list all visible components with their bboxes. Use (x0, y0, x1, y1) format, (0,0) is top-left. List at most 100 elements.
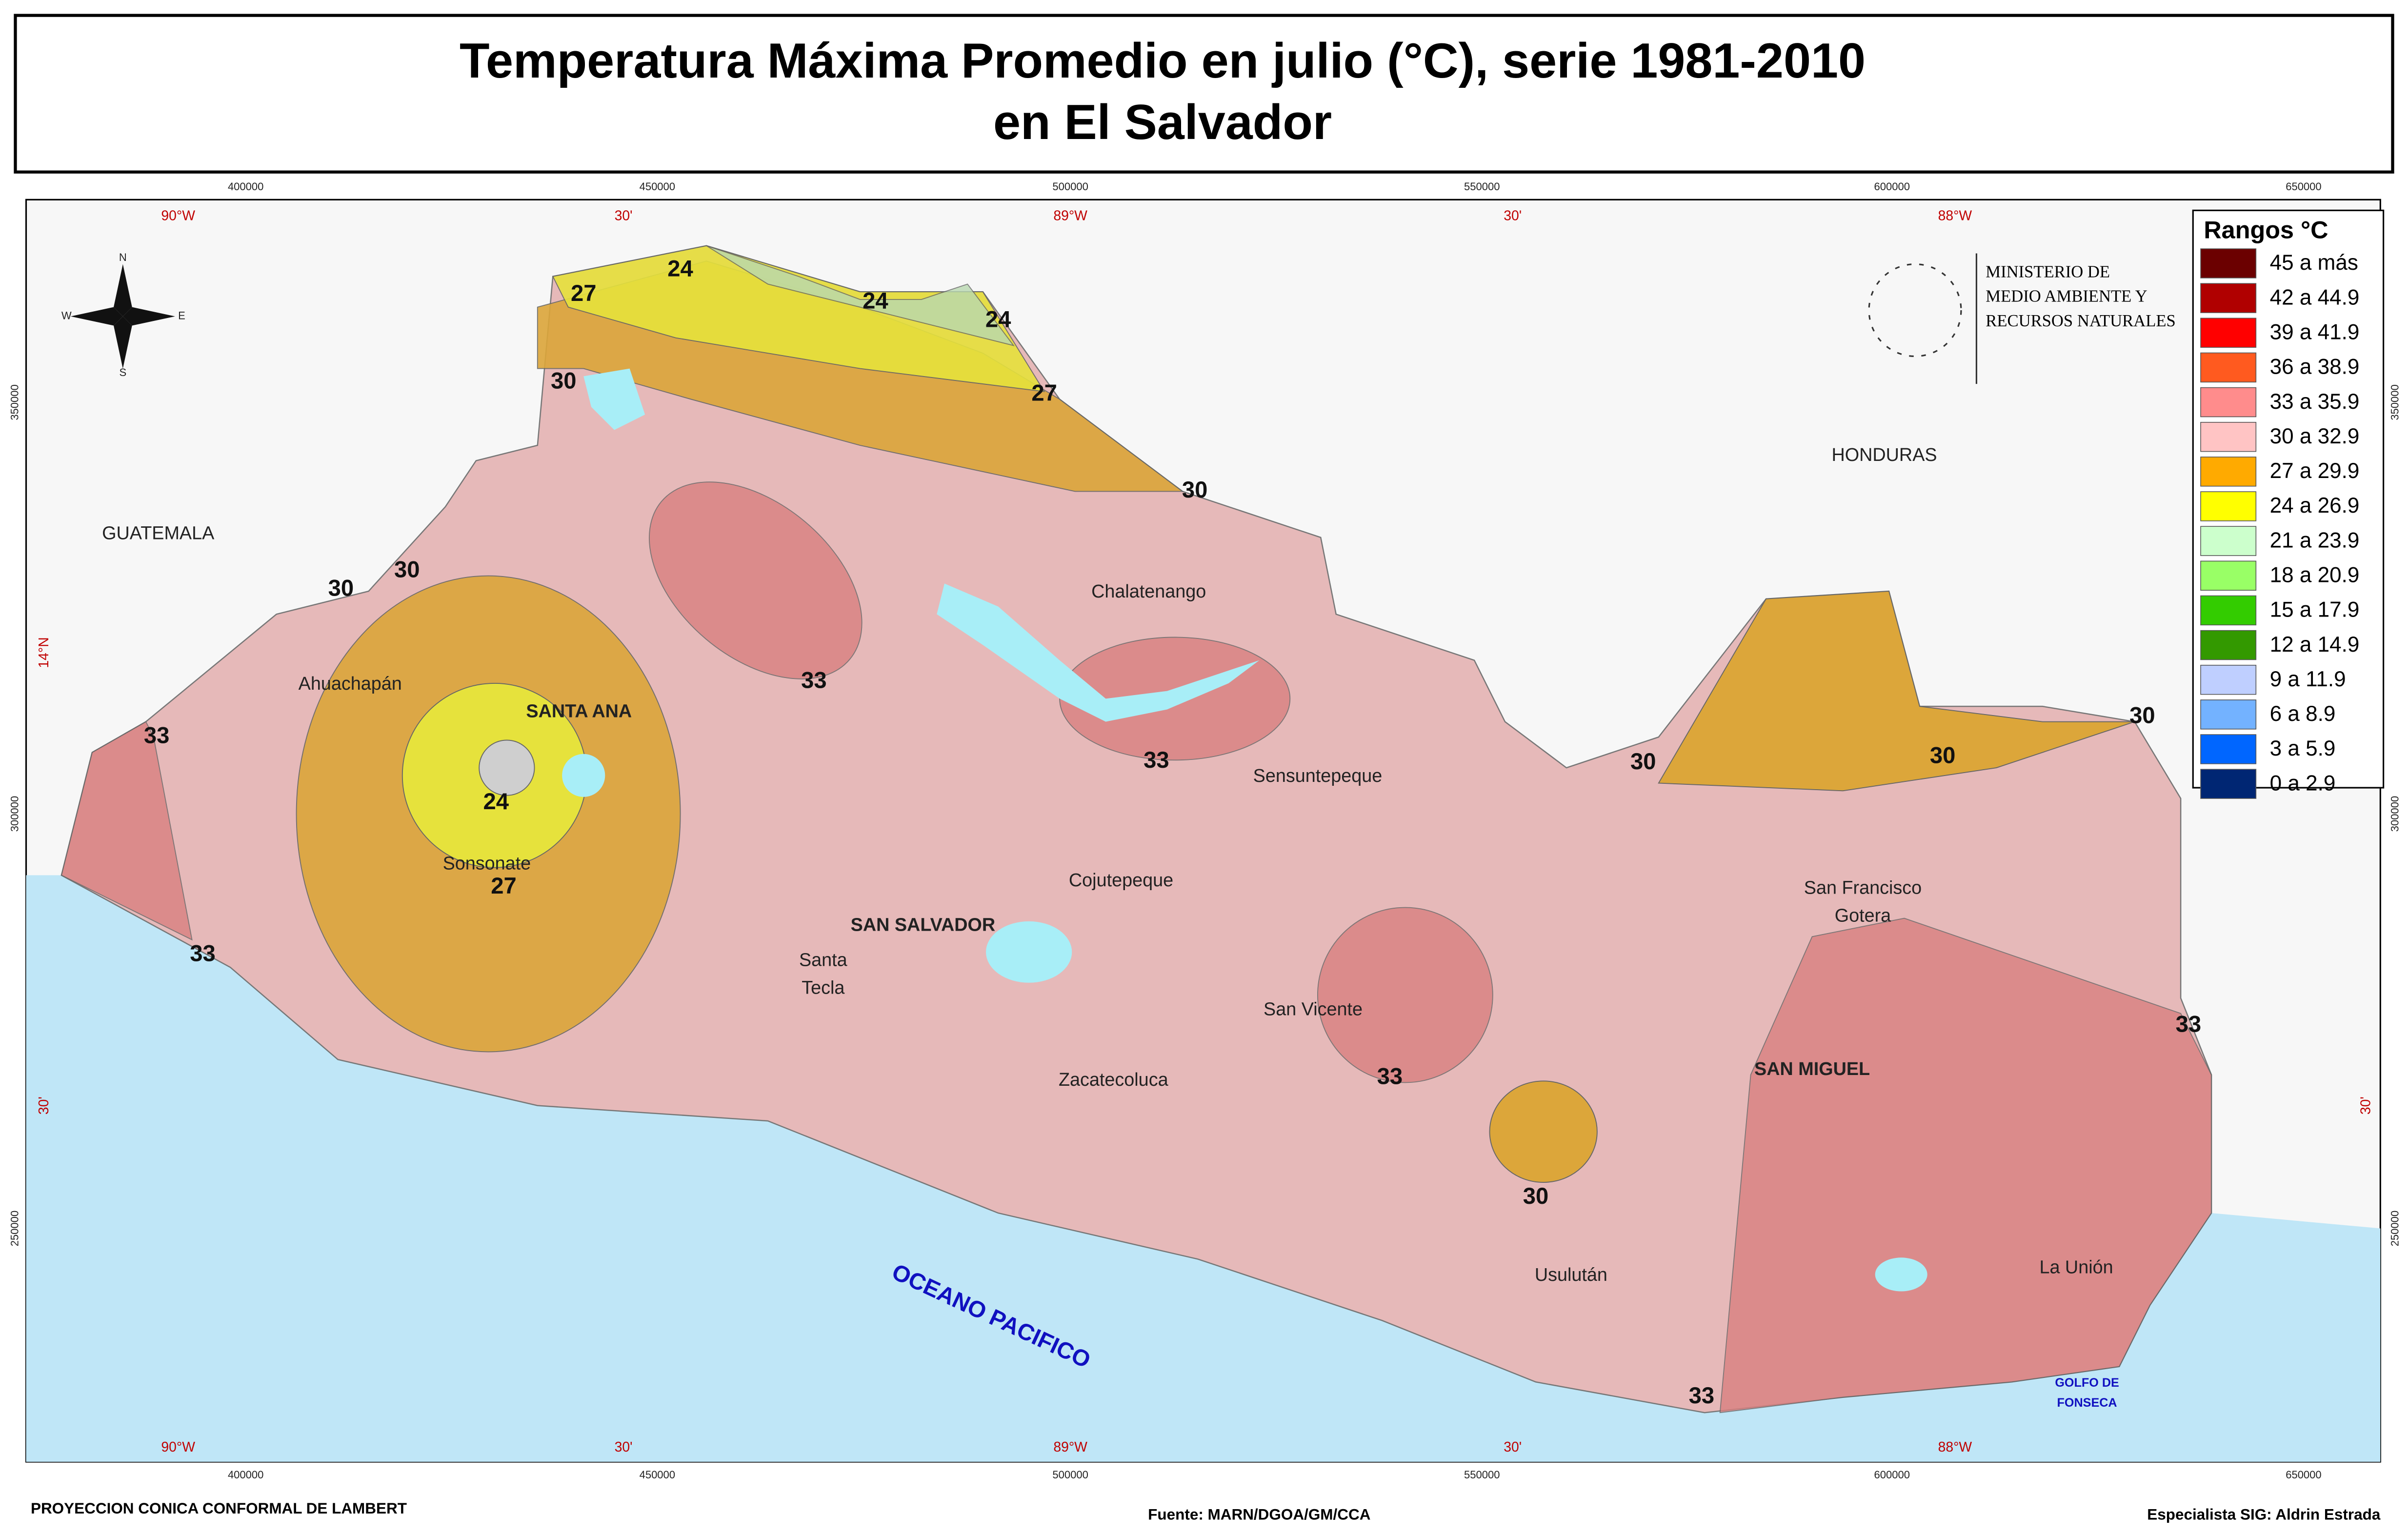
legend-swatch (2200, 560, 2257, 591)
legend-swatch (2200, 457, 2257, 487)
legend-swatch (2200, 699, 2257, 730)
compass-label: N (119, 251, 127, 263)
ocean (26, 875, 2381, 1462)
northing-label: 250000 (2389, 1211, 2401, 1246)
longitude-label: 89°W (1053, 1439, 1087, 1455)
projection: PROYECCION CONICA CONFORMAL DE LAMBERT (31, 1500, 407, 1517)
place-label: Tecla (802, 977, 844, 998)
gulf-label: FONSECA (2057, 1396, 2117, 1410)
place-label: San Vicente (1264, 999, 1363, 1019)
isotherm-label: 27 (571, 280, 597, 306)
easting-label: 600000 (1874, 1469, 1910, 1481)
longitude-label: 30' (615, 208, 633, 223)
place-label: GUATEMALA (102, 523, 215, 544)
legend-swatch (2200, 526, 2257, 556)
place-label: SANTA ANA (526, 701, 632, 722)
easting-label: 400000 (228, 180, 263, 193)
legend-label: 15 a 17.9 (2270, 598, 2360, 622)
isotherm-label: 33 (2176, 1011, 2202, 1037)
legend-swatch (2200, 734, 2257, 764)
easting-label: 400000 (228, 1469, 263, 1481)
ministry-name: MEDIO AMBIENTE Y (1986, 287, 2147, 306)
isotherm-label: 24 (667, 256, 693, 282)
place-label: Chalatenango (1091, 581, 1206, 602)
isotherm-label: 30 (1930, 743, 1956, 769)
place-label: Ahuachapán (299, 674, 402, 694)
compass-label: E (178, 309, 185, 321)
isotherm-label: 33 (1689, 1383, 1715, 1409)
place-label: Sensuntepeque (1253, 766, 1383, 786)
easting-label: 650000 (2286, 180, 2321, 193)
legend-label: 42 a 44.9 (2270, 285, 2360, 309)
legend-swatch (2200, 595, 2257, 626)
longitude-label: 30' (1504, 1439, 1522, 1455)
isotherm-label: 30 (1630, 749, 1656, 775)
title: en El Salvador (993, 95, 1332, 150)
legend-swatch (2200, 248, 2257, 279)
title-box (14, 14, 2394, 174)
longitude-label: 30' (615, 1439, 633, 1455)
longitude-label: 90°W (161, 208, 195, 223)
isotherm-label: 33 (1377, 1063, 1403, 1089)
isotherm-label: 24 (483, 789, 509, 815)
longitude-label: 88°W (1938, 208, 1972, 223)
northing-label: 350000 (2389, 384, 2401, 420)
legend-swatch (2200, 318, 2257, 348)
legend-label: 6 a 8.9 (2270, 702, 2336, 726)
legend-label: 36 a 38.9 (2270, 355, 2360, 379)
isotherm-zones (60, 245, 2212, 1414)
legend-label: 24 a 26.9 (2270, 494, 2360, 518)
easting-label: 600000 (1874, 180, 1910, 193)
place-label: Zacatecoluca (1059, 1070, 1168, 1090)
lakes (562, 368, 1927, 1292)
easting-label: 500000 (1052, 180, 1088, 193)
place-label: SAN SALVADOR (851, 915, 996, 935)
legend-title: Rangos °C (2204, 216, 2328, 244)
legend-label: 0 a 2.9 (2270, 771, 2336, 795)
legend-label: 21 a 23.9 (2270, 528, 2360, 552)
place-label: HONDURAS (1831, 445, 1937, 465)
isotherm-label: 33 (144, 723, 170, 749)
place-label: Cojutepeque (1069, 870, 1173, 891)
author: Especialista SIG: Aldrin Estrada (2147, 1506, 2381, 1523)
easting-label: 450000 (640, 1469, 675, 1481)
northing-label: 300000 (8, 796, 20, 832)
isotherm-label: 27 (491, 873, 517, 899)
isotherm-label: 30 (2129, 703, 2155, 729)
legend-swatch (2200, 665, 2257, 695)
isotherm-label: 24 (985, 306, 1011, 332)
ministry-name: RECURSOS NATURALES (1986, 312, 2175, 330)
longitude-label: 90°W (161, 1439, 195, 1455)
compass-label: W (61, 309, 72, 321)
easting-label: 450000 (640, 180, 675, 193)
legend-swatch (2200, 387, 2257, 418)
compass-label: S (119, 366, 126, 379)
place-label: San Francisco (1804, 878, 1922, 898)
isotherm-label: 30 (1182, 477, 1208, 503)
compass-rose (70, 264, 175, 369)
isotherm-label: 33 (801, 667, 827, 693)
gulf-label: GOLFO DE (2055, 1376, 2119, 1390)
northing-label: 350000 (8, 384, 20, 420)
place-label: Gotera (1835, 905, 1891, 926)
title: Temperatura Máxima Promedio en julio (°C… (460, 34, 1866, 88)
longitude-label: 30' (1504, 208, 1522, 223)
legend-swatch (2200, 769, 2257, 799)
northing-label: 250000 (8, 1211, 20, 1246)
legend-label: 9 a 11.9 (2270, 667, 2346, 691)
place-label: La Unión (2039, 1257, 2113, 1277)
easting-label: 650000 (2286, 1469, 2321, 1481)
place-label: Sonsonate (443, 853, 531, 874)
isotherm-label: 30 (328, 575, 354, 601)
legend-label: 30 a 32.9 (2270, 424, 2360, 448)
longitude-label: 88°W (1938, 1439, 1972, 1455)
northing-label: 300000 (2389, 796, 2401, 832)
legend-label: 45 a más (2270, 251, 2358, 275)
isotherm-label: 27 (1031, 380, 1057, 406)
isotherm-label: 30 (394, 557, 420, 583)
legend-label: 3 a 5.9 (2270, 737, 2336, 760)
legend-swatch (2200, 421, 2257, 452)
latitude-label: 14°N (36, 637, 52, 668)
legend-label: 18 a 20.9 (2270, 563, 2360, 587)
